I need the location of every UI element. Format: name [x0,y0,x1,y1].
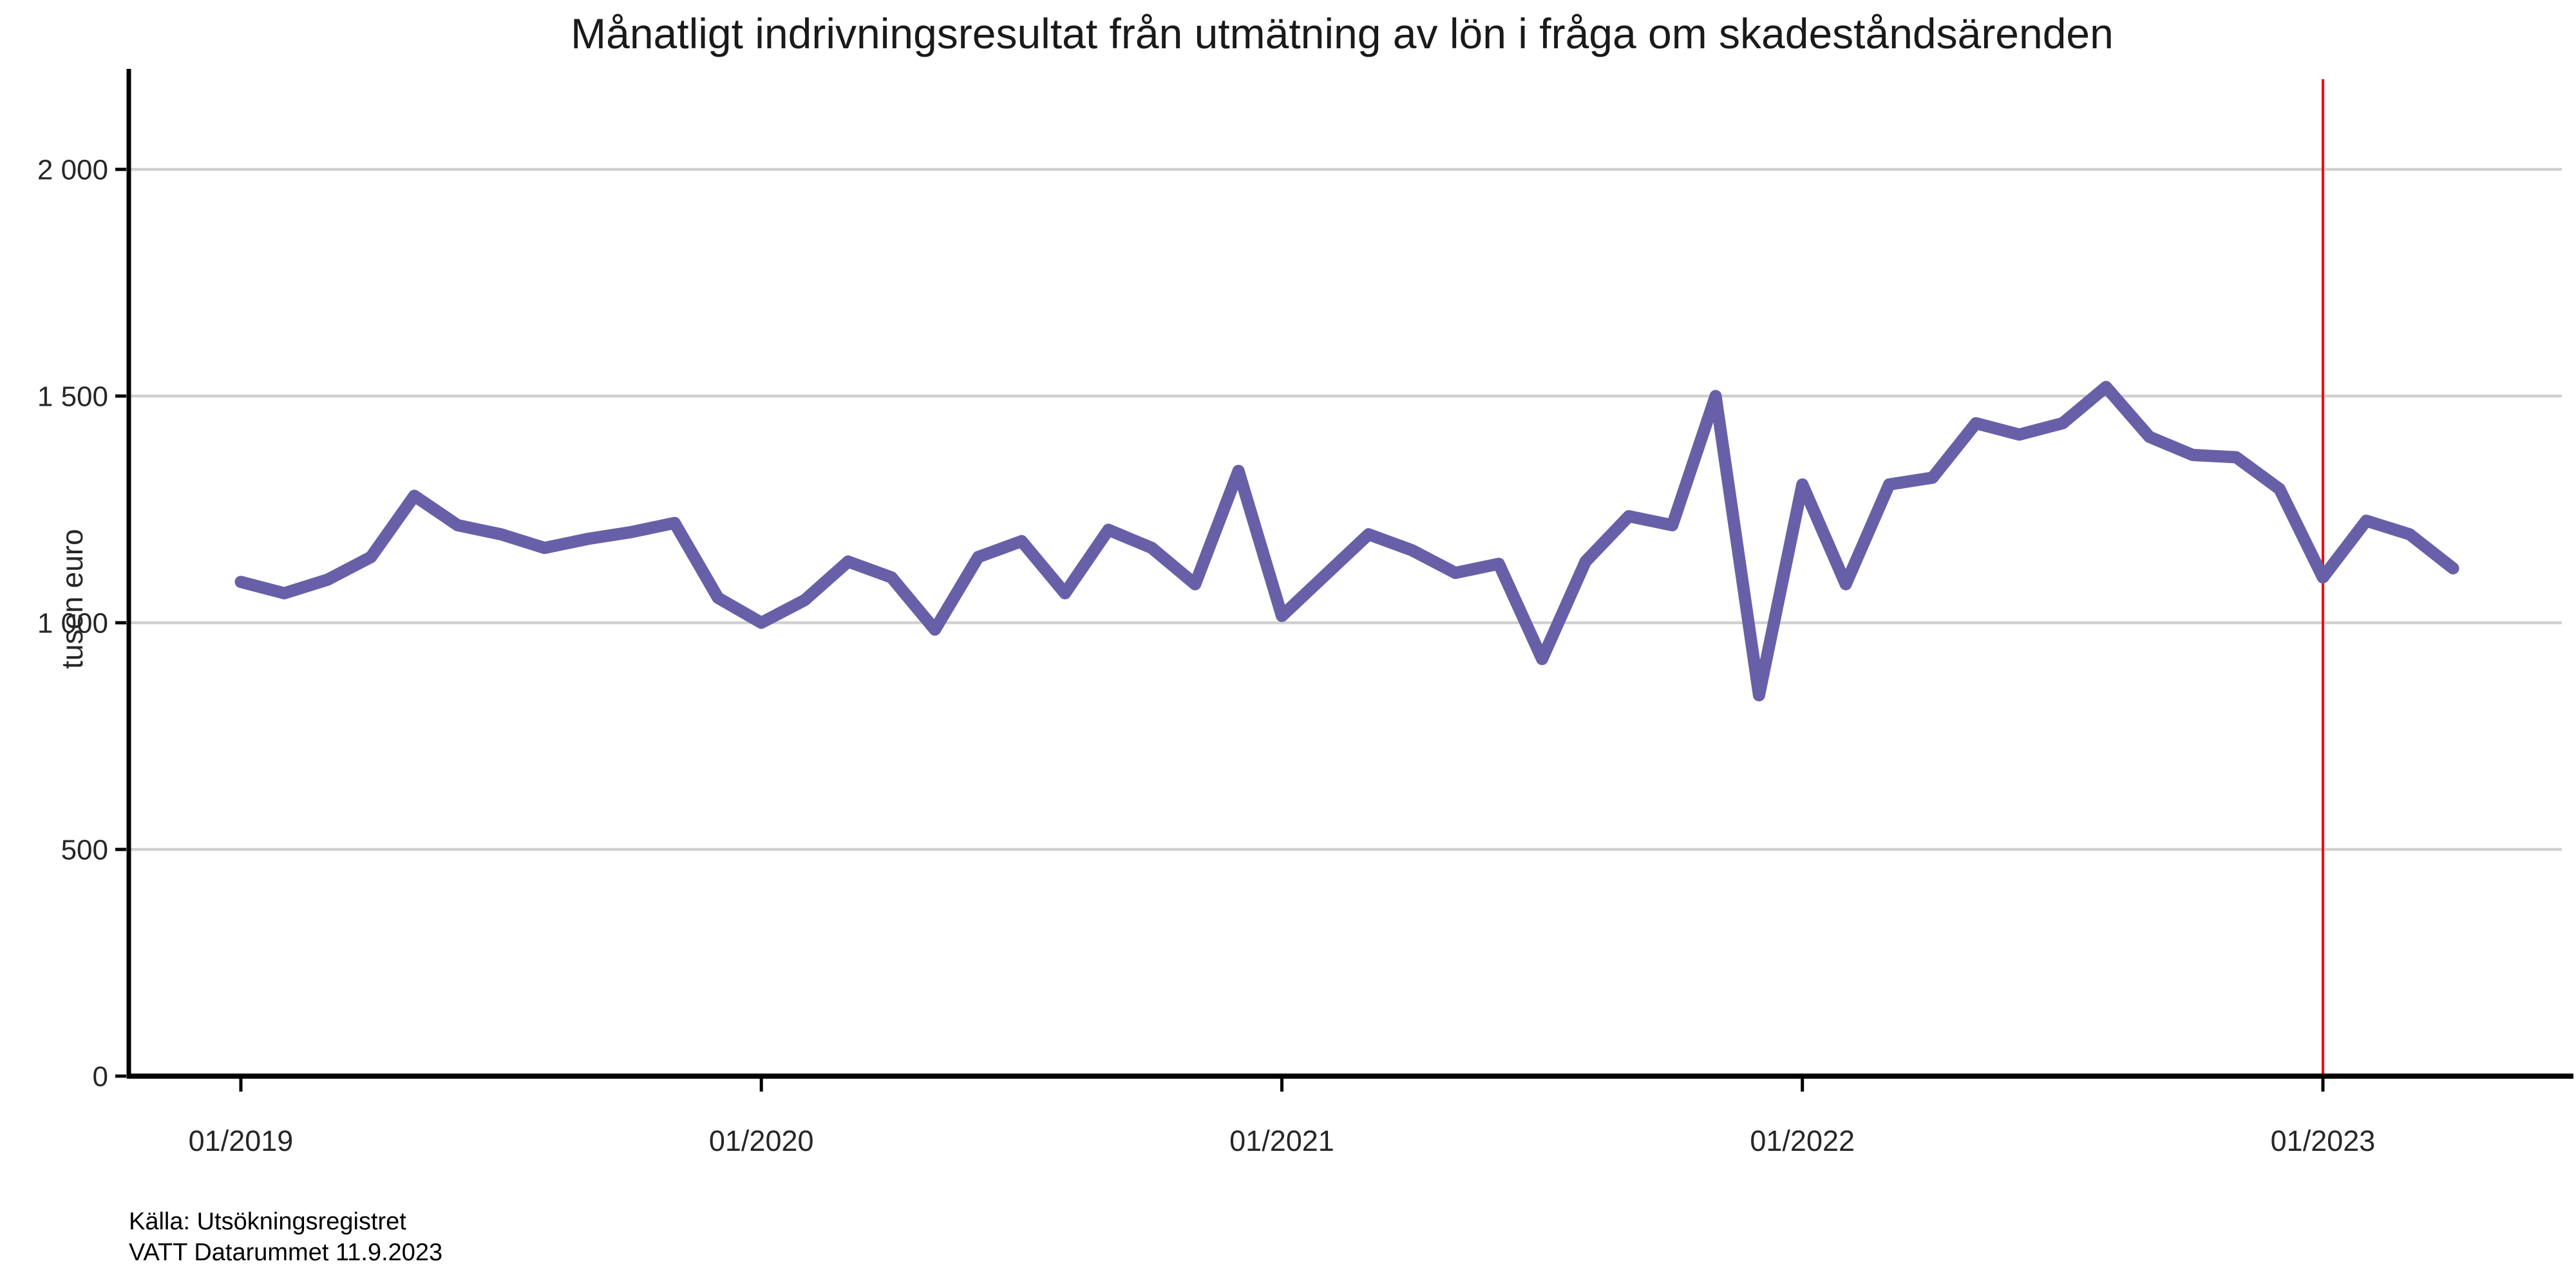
chart-title: Månatligt indrivningsresultat från utmät… [571,10,2114,57]
x-tick-labels: 01/2019 01/2020 01/2021 01/2022 01/2023 [189,1124,2376,1157]
axes [126,69,2573,1079]
x-tick-label-01/2022: 01/2022 [1750,1124,1855,1157]
series-line [234,381,2459,702]
data-line-group [234,381,2459,702]
y-axis-label: tusen euro [55,529,89,669]
y-tick-label-0: 0 [93,1061,108,1093]
x-tick-label-01/2020: 01/2020 [709,1124,814,1157]
y-tick-label-2000: 2 000 [37,155,108,186]
y-tick-labels: 0 500 1 000 1 500 2 000 [37,155,108,1093]
y-tick-label-500: 500 [61,835,108,866]
x-tick-label-01/2019: 01/2019 [189,1124,294,1157]
source-line-2: VATT Datarummet 11.9.2023 [129,1238,443,1266]
source-line-1: Källa: Utsökningsregistret [129,1208,406,1235]
y-tick-label-1000: 1 000 [37,608,108,639]
source-note: Källa: Utsökningsregistret VATT Datarumm… [129,1207,442,1268]
y-tick-marks [115,167,126,1078]
y-tick-label-1500: 1 500 [37,381,108,413]
x-tick-label-01/2023: 01/2023 [2271,1124,2376,1157]
x-tick-marks [239,1079,2325,1092]
x-tick-label-01/2021: 01/2021 [1229,1124,1334,1157]
y-gridlines [129,167,2562,851]
